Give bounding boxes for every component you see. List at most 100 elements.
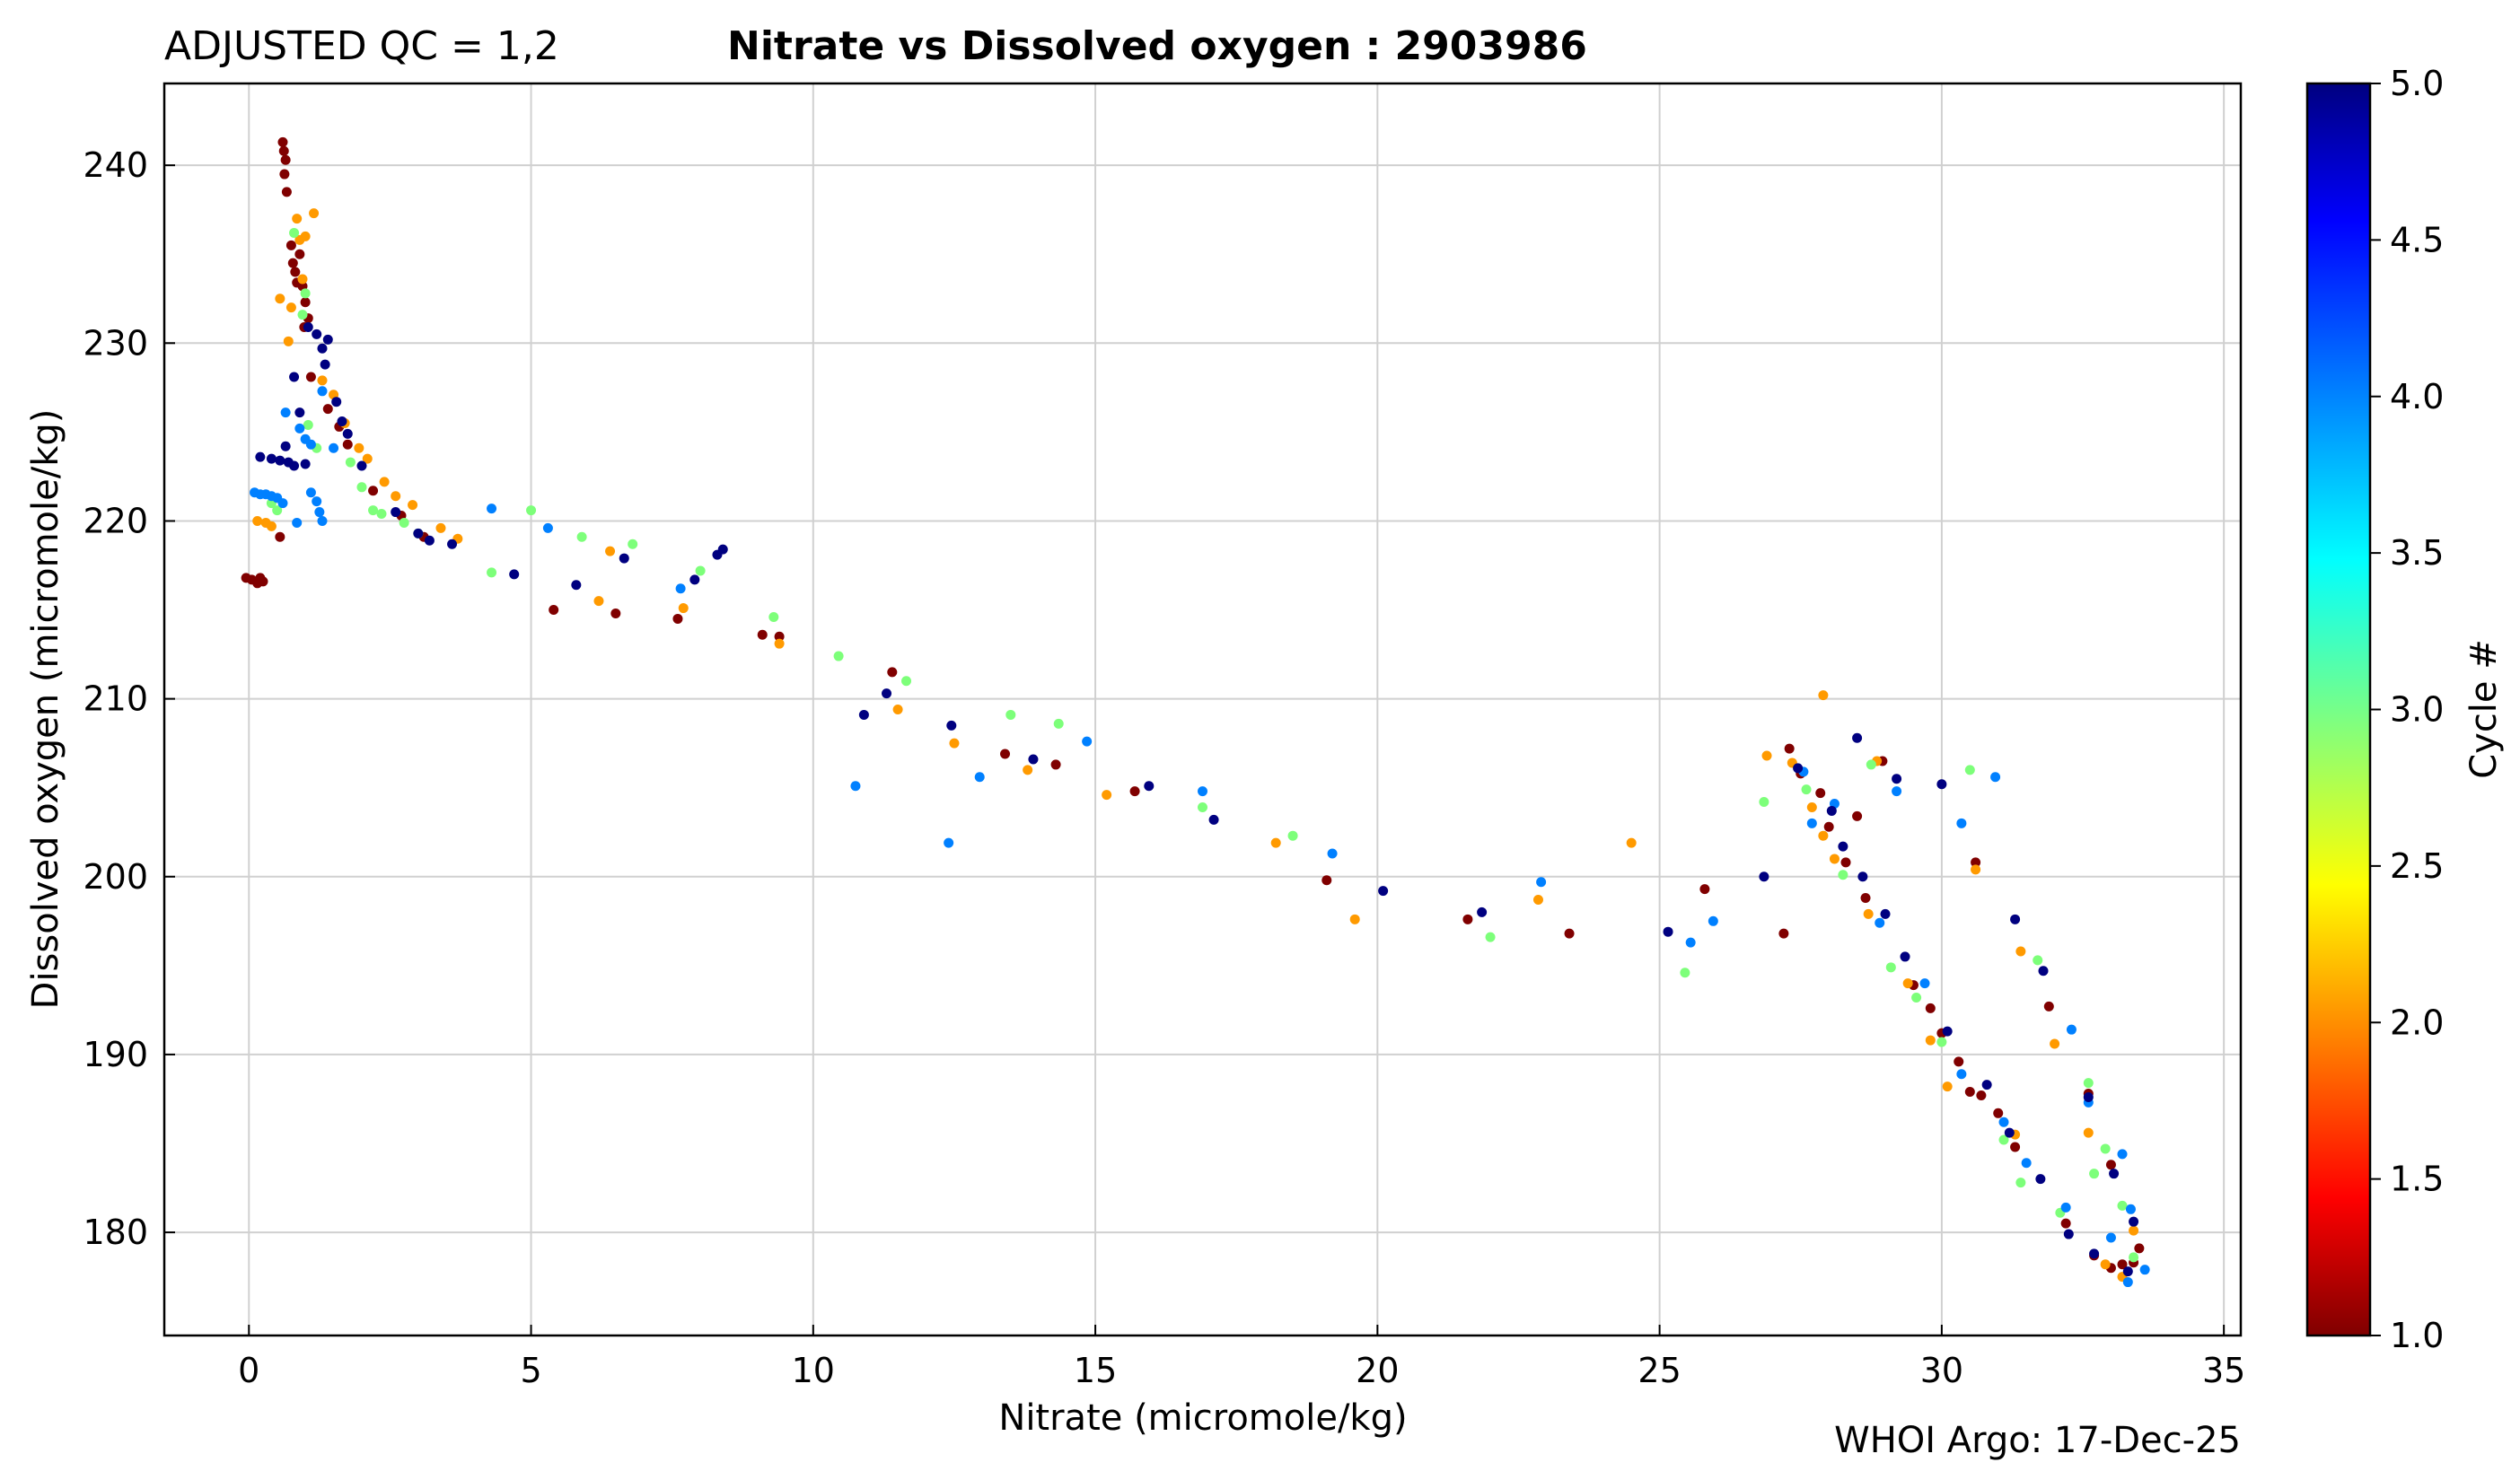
data-point: [1208, 814, 1219, 825]
data-point: [2129, 1225, 2139, 1236]
data-point: [290, 267, 301, 277]
data-point: [1784, 743, 1795, 754]
data-point: [949, 738, 960, 749]
data-point: [376, 509, 387, 520]
data-point: [757, 629, 768, 640]
data-point: [275, 293, 285, 304]
data-point: [1327, 848, 1338, 859]
data-point: [1005, 709, 1016, 720]
data-point: [1866, 759, 1876, 770]
data-point: [1102, 790, 1112, 801]
data-point: [2063, 1229, 2074, 1239]
data-point: [289, 227, 300, 238]
data-point: [342, 428, 353, 439]
data-point: [717, 544, 728, 555]
data-point: [424, 535, 435, 546]
grid-lines: [164, 83, 2241, 1336]
data-point: [2129, 1216, 2139, 1227]
data-point: [487, 567, 497, 578]
data-point: [487, 504, 497, 514]
data-point: [258, 576, 268, 587]
data-point: [946, 720, 957, 731]
data-point: [1925, 1003, 1936, 1013]
data-point: [435, 522, 446, 533]
footer-credit: WHOI Argo: 17-Dec-25: [1834, 1420, 2241, 1461]
x-tick-label: 20: [1356, 1351, 1399, 1390]
data-point: [1536, 877, 1547, 888]
y-axis: 180 190 200 210 220 230 240: [83, 145, 175, 1252]
data-point: [1900, 951, 1910, 962]
data-point: [672, 613, 683, 624]
data-point: [2100, 1143, 2111, 1154]
data-point: [362, 453, 373, 464]
data-point: [356, 482, 367, 493]
data-point: [1956, 818, 1967, 828]
data-point: [1925, 1035, 1936, 1046]
data-point: [768, 611, 779, 622]
data-point: [974, 772, 985, 783]
data-point: [1885, 962, 1896, 973]
plot-frame: [162, 82, 2243, 1337]
data-point: [294, 249, 305, 259]
data-point: [833, 651, 844, 661]
data-point: [1964, 765, 1975, 775]
y-tick-label: 230: [83, 323, 148, 363]
data-point: [391, 507, 401, 518]
data-point: [408, 500, 418, 511]
data-point: [2035, 1174, 2046, 1185]
data-point: [1981, 1080, 1992, 1090]
data-point: [576, 531, 587, 542]
data-point: [1942, 1082, 1953, 1092]
colorbar-tick-label: 4.5: [2390, 220, 2444, 259]
data-point: [858, 709, 869, 720]
data-point: [619, 553, 629, 564]
data-point: [285, 240, 296, 250]
data-point: [1708, 915, 1718, 926]
data-point: [1806, 818, 1817, 828]
data-point: [1144, 781, 1155, 792]
data-point: [2122, 1266, 2133, 1277]
data-point: [354, 442, 364, 453]
data-point: [1270, 837, 1281, 848]
data-point: [309, 208, 320, 219]
data-point: [292, 214, 303, 224]
data-point: [1699, 884, 1710, 895]
data-point: [605, 546, 616, 556]
data-point: [695, 565, 706, 576]
y-tick-label: 180: [83, 1213, 148, 1252]
data-point: [1793, 763, 1804, 774]
data-point: [292, 517, 303, 528]
x-tick-label: 35: [2202, 1351, 2245, 1390]
data-point: [2117, 1259, 2128, 1270]
data-point: [2010, 914, 2021, 924]
data-point: [1852, 732, 1863, 743]
data-point: [1532, 895, 1543, 906]
data-point: [678, 603, 689, 614]
data-point: [2015, 946, 2026, 957]
colorbar: [2305, 82, 2372, 1337]
data-point: [345, 457, 356, 468]
data-point: [1857, 871, 1868, 882]
data-point: [1880, 908, 1891, 919]
data-point: [379, 477, 390, 487]
data-point: [509, 569, 520, 580]
data-point: [391, 491, 401, 502]
data-point: [1936, 1037, 1947, 1047]
data-point: [1759, 871, 1769, 882]
data-point: [2083, 1127, 2094, 1138]
data-point: [2083, 1078, 2094, 1089]
data-point: [542, 522, 553, 533]
data-point: [331, 397, 342, 407]
data-point: [593, 596, 604, 607]
data-point: [1626, 837, 1637, 848]
data-point: [1778, 928, 1789, 939]
data-point: [2004, 1127, 2015, 1138]
y-tick-label: 200: [83, 857, 148, 897]
data-point: [1485, 932, 1496, 942]
data-point: [2109, 1169, 2120, 1179]
data-point: [2083, 1091, 2094, 1102]
data-point: [882, 688, 892, 699]
data-point: [305, 487, 316, 498]
data-point: [297, 310, 308, 320]
data-point: [1198, 786, 1207, 797]
